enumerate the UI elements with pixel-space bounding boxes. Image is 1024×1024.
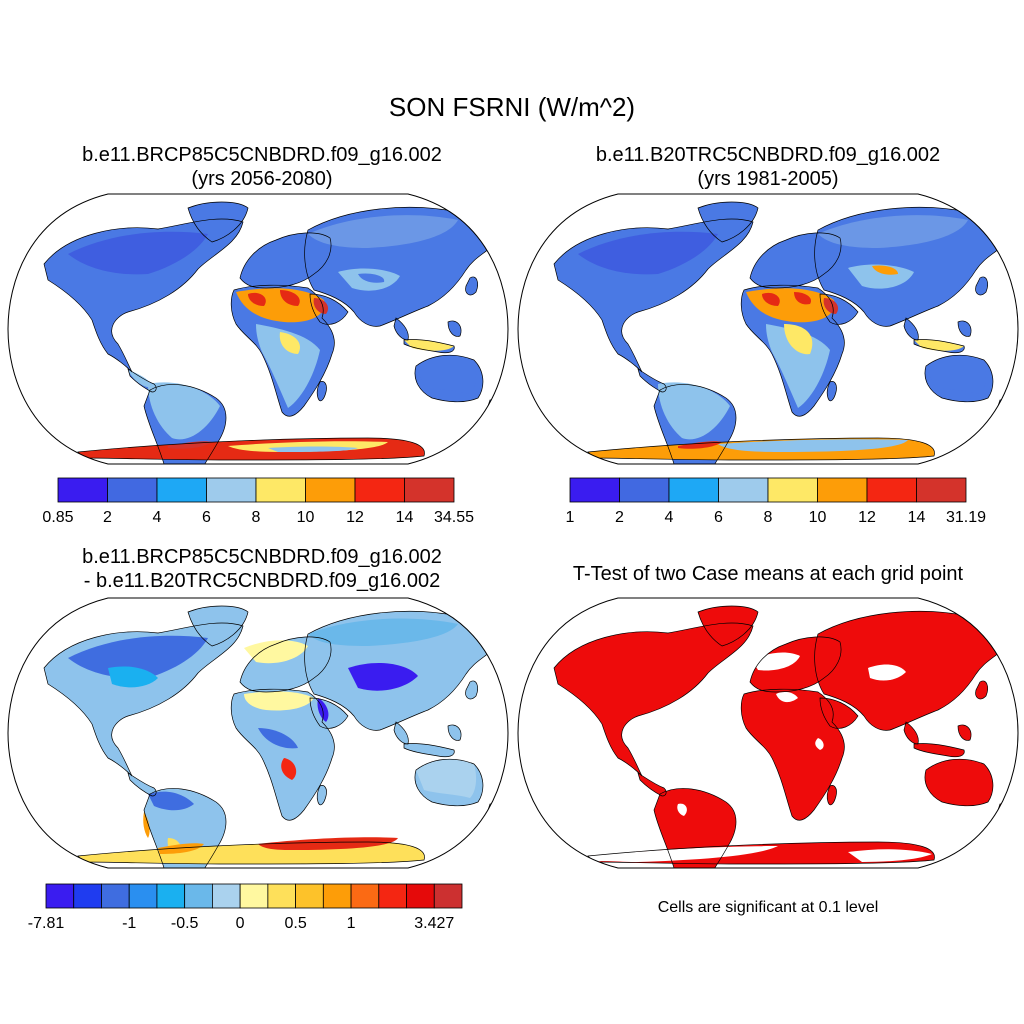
panel-1-title: b.e11.BRCP85C5CNBDRD.f09_g16.002 (yrs 20…: [12, 143, 512, 191]
colorbar-tick-label: 2: [103, 509, 112, 526]
colorbar-swatch: [322, 883, 352, 909]
colorbar-tick-label: 8: [252, 509, 261, 526]
colorbar-tick-label: 31.19: [946, 509, 986, 526]
colorbar-swatch: [156, 883, 186, 909]
colorbar-swatch: [378, 883, 407, 909]
colorbar-swatch: [267, 883, 297, 909]
colorbar-swatch: [184, 883, 213, 909]
map-border: [7, 193, 509, 465]
colorbar-swatch: [239, 883, 269, 909]
colorbar-tick-label: 3.427: [414, 915, 454, 932]
colorbar-tick-label: -1: [122, 915, 136, 932]
colorbar-swatch: [107, 477, 158, 503]
colorbar-tick-label: 1: [566, 509, 575, 526]
colorbar-swatch: [57, 477, 108, 503]
colorbar-tick-label: 12: [346, 509, 364, 526]
colorbar-swatch: [433, 883, 463, 909]
colorbar-swatch: [718, 477, 769, 503]
colorbar-swatch: [866, 477, 917, 503]
panel-1-title-line2: (yrs 2056-2080): [191, 168, 333, 190]
map-panel-2: [517, 193, 1019, 465]
shortwave-pattern: [68, 215, 477, 460]
colorbar-swatch: [916, 477, 967, 503]
colorbar-swatch: [101, 883, 130, 909]
colorbar-tick-label: 14: [396, 509, 414, 526]
colorbar-tick-label: 10: [297, 509, 315, 526]
colorbar-tick-label: -7.81: [28, 915, 65, 932]
colorbar-tick-label: 1: [347, 915, 356, 932]
panel-4-title: T-Test of two Case means at each grid po…: [572, 563, 964, 585]
map-panel-4: [517, 597, 1019, 869]
colorbar-swatch: [569, 477, 620, 503]
colorbar-tick-label: 8: [764, 509, 773, 526]
colorbar-tick-label: 10: [809, 509, 827, 526]
colorbar-tick-label: -0.5: [171, 915, 199, 932]
colorbar-swatch: [255, 477, 306, 503]
panel-2-title-line2: (yrs 1981-2005): [697, 168, 839, 190]
colorbar-swatch: [767, 477, 818, 503]
significance-note: Cells are significant at 0.1 level: [657, 899, 879, 916]
colorbar-swatch: [668, 477, 719, 503]
colorbar-tick-label: 14: [908, 509, 926, 526]
colorbar-swatch: [45, 883, 75, 909]
colorbar-swatch: [295, 883, 324, 909]
colorbar-swatch: [406, 883, 435, 909]
colorbar-tick-label: 2: [615, 509, 624, 526]
colorbar-swatch: [73, 883, 102, 909]
map-border: [517, 193, 1019, 465]
colorbar-swatch: [350, 883, 380, 909]
map-panel-1: [7, 193, 509, 465]
colorbar-tick-label: 4: [153, 509, 162, 526]
colorbar-tick-label: 0: [236, 915, 245, 932]
panel-2-title-line1: b.e11.B20TRC5CNBDRD.f09_g16.002: [595, 144, 941, 166]
panel-1-title-line1: b.e11.BRCP85C5CNBDRD.f09_g16.002: [82, 144, 442, 166]
figure-title: SON FSRNI (W/m^2): [388, 92, 636, 122]
colorbar-tick-label: 34.55: [434, 509, 474, 526]
colorbar-swatch: [206, 477, 257, 503]
panel-3-title-line1: b.e11.BRCP85C5CNBDRD.f09_g16.002: [82, 546, 442, 568]
panel-3-title-line2: - b.e11.B20TRC5CNBDRD.f09_g16.002: [83, 570, 441, 592]
colorbar-tick-label: 0.85: [42, 509, 73, 526]
colorbar-tick-label: 12: [858, 509, 876, 526]
colorbar-swatch: [404, 477, 455, 503]
map-panel-3: [7, 597, 509, 869]
colorbar-tick-label: 6: [714, 509, 723, 526]
panel-2-title: b.e11.B20TRC5CNBDRD.f09_g16.002 (yrs 198…: [518, 143, 1018, 191]
colorbar-swatch: [211, 883, 241, 909]
colorbar-tick-label: 4: [665, 509, 674, 526]
colorbar-tick-label: 0.5: [284, 915, 306, 932]
difference-pattern: [68, 618, 477, 864]
colorbar-swatch: [128, 883, 158, 909]
shortwave-pattern: [578, 215, 987, 460]
colorbar-tick-label: 6: [202, 509, 211, 526]
colorbar-swatch: [619, 477, 670, 503]
panel-3-title: b.e11.BRCP85C5CNBDRD.f09_g16.002 - b.e11…: [12, 545, 512, 593]
map-border: [517, 597, 1019, 869]
colorbar-swatch: [305, 477, 356, 503]
map-border: [7, 597, 509, 869]
